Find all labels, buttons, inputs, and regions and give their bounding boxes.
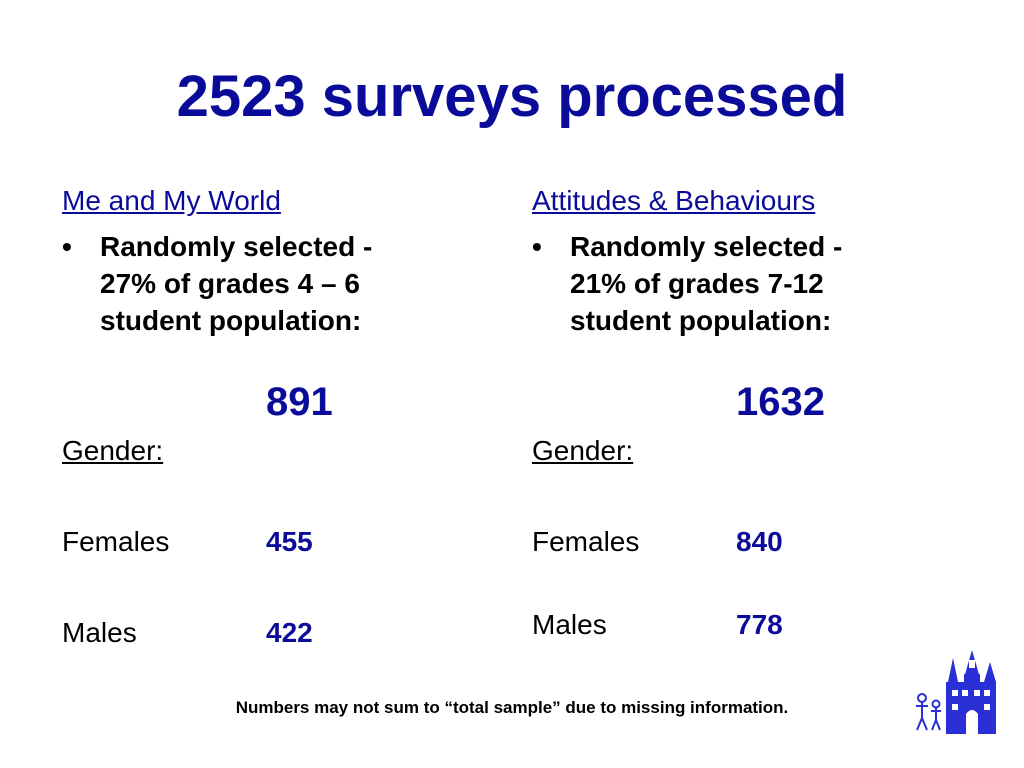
males-value: 422 <box>266 617 313 648</box>
males-value: 778 <box>736 609 783 640</box>
females-value: 840 <box>736 526 783 557</box>
females-label: Females <box>532 526 640 557</box>
left-bullet-line: Randomly selected - <box>100 231 373 262</box>
left-column: Me and My World • Randomly selected - 27… <box>62 182 502 648</box>
bullet-icon: • <box>532 231 542 262</box>
right-bullet-line: student population: <box>570 305 832 336</box>
females-label: Females <box>62 526 170 557</box>
right-total: 1632 <box>736 380 825 424</box>
bullet-icon: • <box>62 231 72 262</box>
left-total: 891 <box>266 380 333 424</box>
right-bullet-line: Randomly selected - <box>570 231 843 262</box>
right-gender-label: Gender: <box>532 435 634 466</box>
right-heading: Attitudes & Behaviours <box>532 185 816 216</box>
left-heading: Me and My World <box>62 185 281 216</box>
slide-title: 2523 surveys processed <box>176 64 848 129</box>
right-bullet-line: 21% of grades 7-12 <box>570 268 824 299</box>
left-bullet: • Randomly selected - 27% of grades 4 – … <box>62 228 502 339</box>
females-value: 455 <box>266 526 313 557</box>
footnote: Numbers may not sum to “total sample” du… <box>235 698 789 717</box>
right-bullet: • Randomly selected - 21% of grades 7-12… <box>532 228 972 339</box>
males-label: Males <box>62 617 137 648</box>
left-bullet-line: 27% of grades 4 – 6 <box>100 268 360 299</box>
left-gender-label: Gender: <box>62 435 164 466</box>
left-bullet-line: student population: <box>100 305 362 336</box>
castle-with-figures-icon <box>916 650 996 734</box>
males-label: Males <box>532 609 607 640</box>
right-column: Attitudes & Behaviours • Randomly select… <box>532 182 972 640</box>
